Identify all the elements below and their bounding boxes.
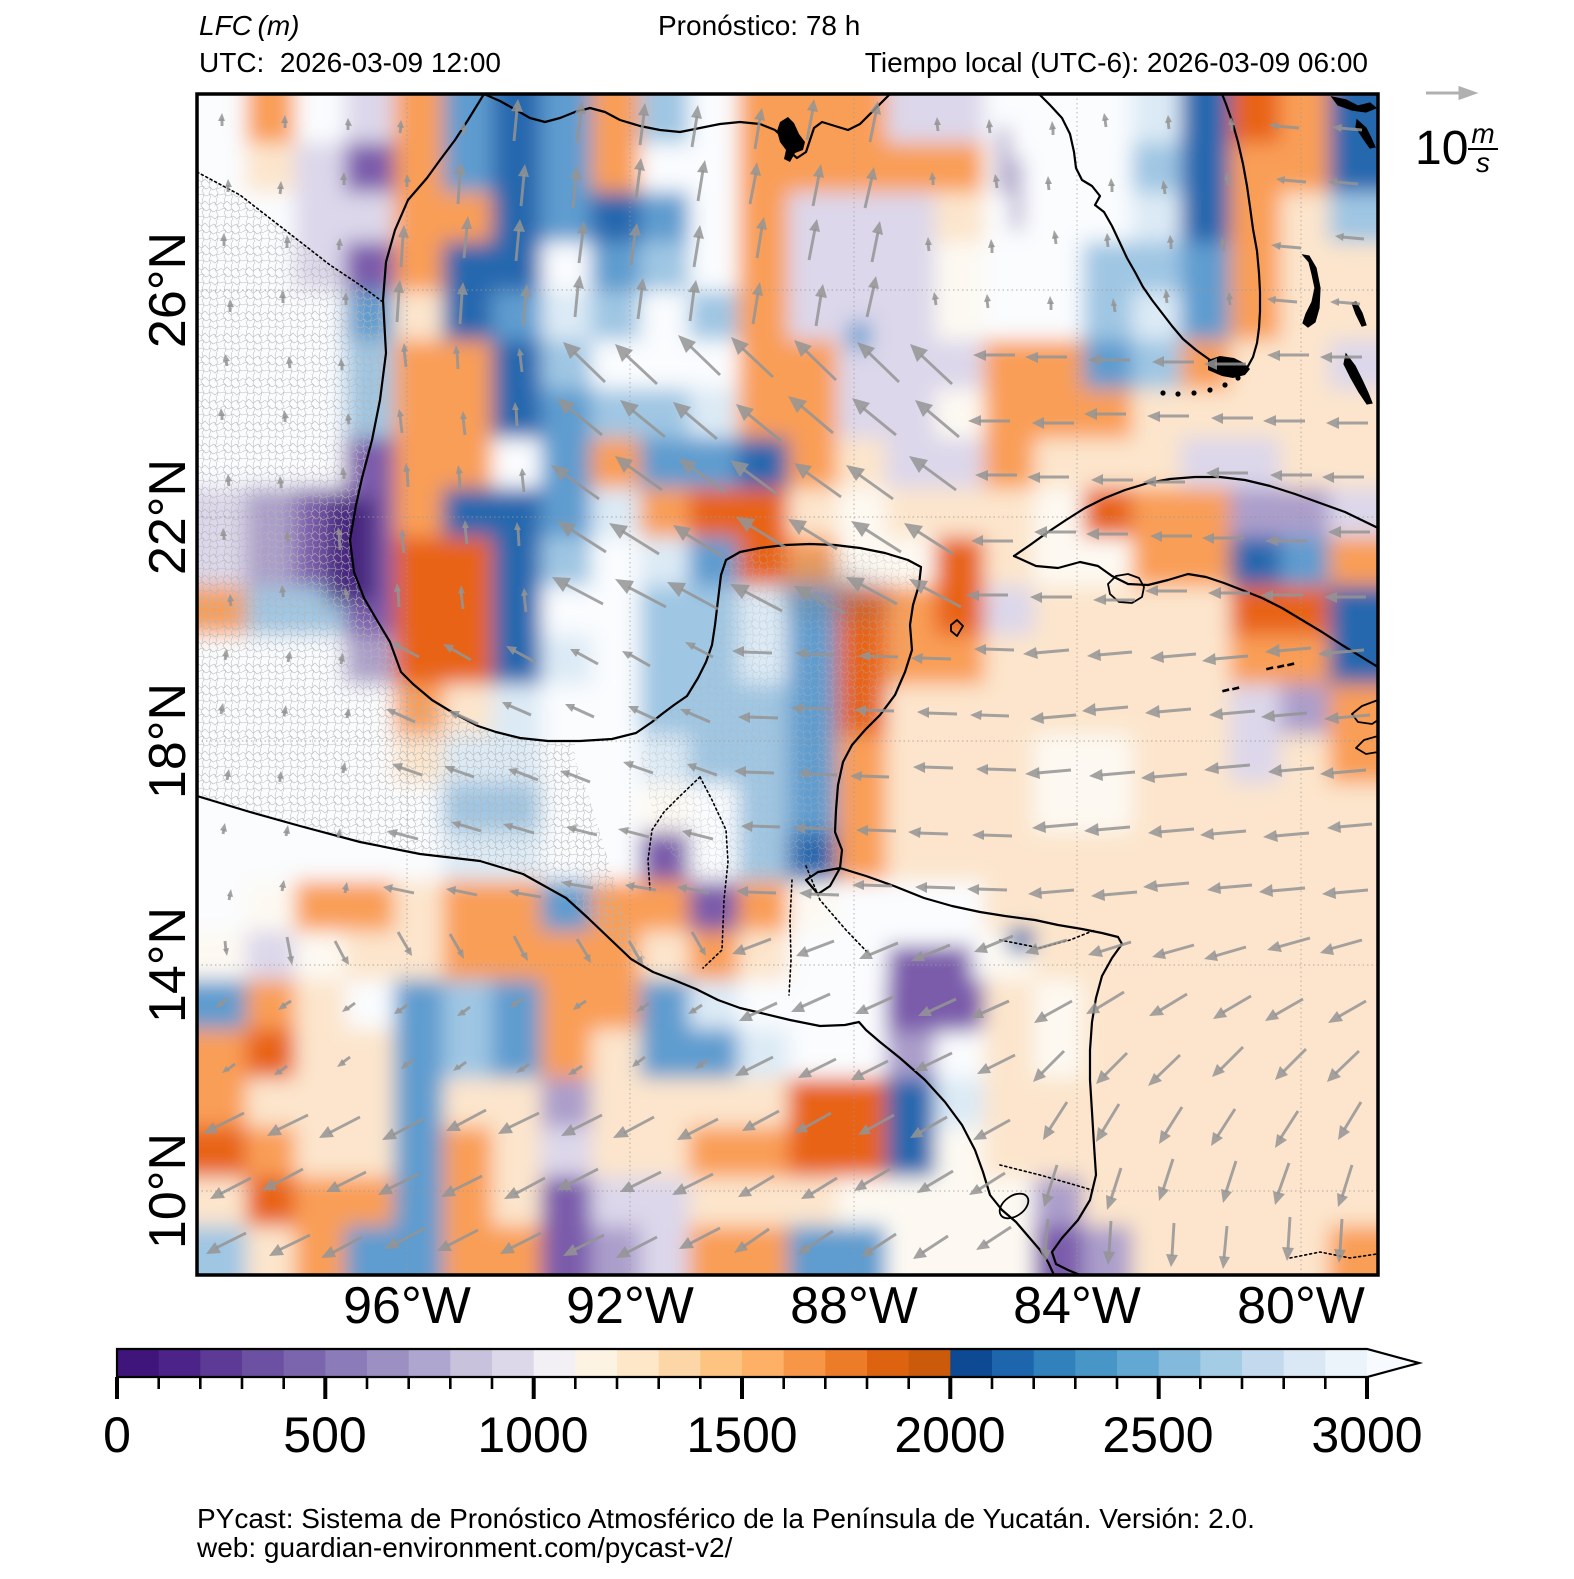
svg-text:26°N: 26°N (139, 232, 197, 348)
svg-text:80°W: 80°W (1237, 1277, 1365, 1335)
svg-text:92°W: 92°W (566, 1277, 694, 1335)
svg-text:3000: 3000 (1311, 1407, 1422, 1463)
svg-text:88°W: 88°W (790, 1277, 918, 1335)
svg-text:1000: 1000 (477, 1407, 588, 1463)
svg-text:0: 0 (103, 1407, 131, 1463)
svg-text:18°N: 18°N (139, 683, 197, 799)
svg-text:10°N: 10°N (139, 1133, 197, 1249)
svg-text:14°N: 14°N (139, 907, 197, 1023)
svg-text:2000: 2000 (894, 1407, 1005, 1463)
svg-text:84°W: 84°W (1013, 1277, 1141, 1335)
svg-text:1500: 1500 (686, 1407, 797, 1463)
svg-text:2500: 2500 (1102, 1407, 1213, 1463)
svg-text:500: 500 (283, 1407, 366, 1463)
svg-text:96°W: 96°W (343, 1277, 471, 1335)
svg-text:22°N: 22°N (139, 459, 197, 575)
